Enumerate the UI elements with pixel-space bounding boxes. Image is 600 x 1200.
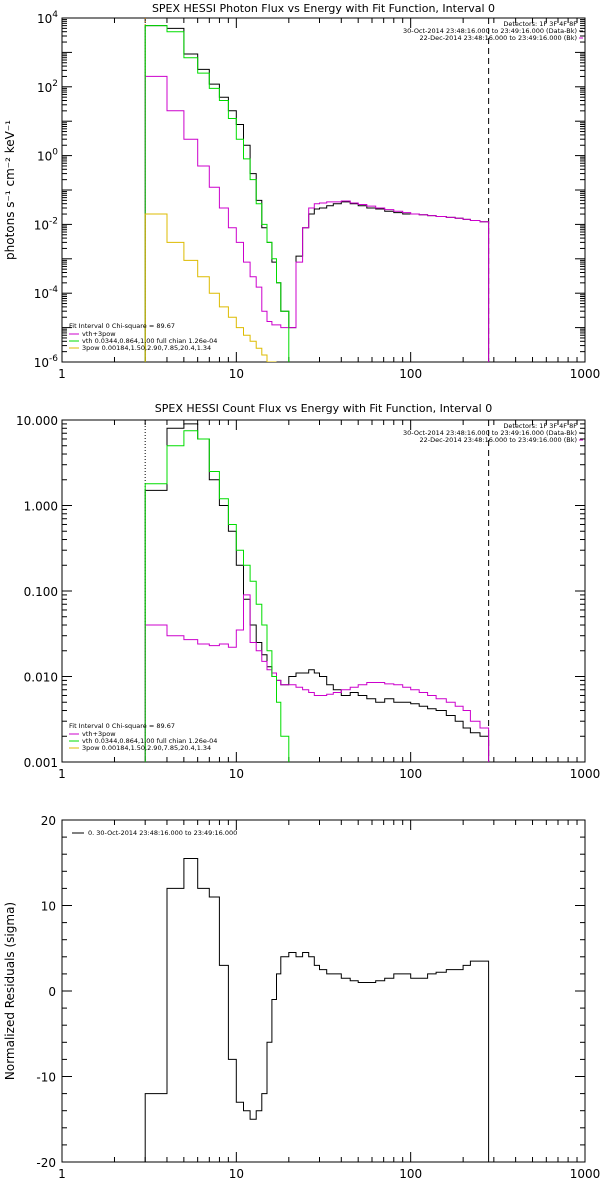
series-line-vth: [144, 25, 290, 362]
y-tick-label: 10.000: [16, 414, 58, 428]
y-tick-mantissa: 10: [37, 12, 52, 26]
x-tick-label: 10: [229, 367, 244, 381]
panel-2: SPEX HESSI Count Flux vs Energy with Fit…: [16, 402, 600, 781]
legend-entry: vth+3pow: [82, 330, 116, 338]
info-text: Detectors: 1F 3F 4F 8F: [503, 422, 577, 430]
panel-3: 1 10 100 1000 -20 -10 0 10 20 Normalized Residual…: [3, 814, 600, 1181]
y-tick-label: 10-6: [34, 354, 59, 370]
legend-entry: vth+3pow: [82, 730, 116, 738]
legend-entry: 3pow 0.00184,1.50,2.90,7.85,20.4,1.34: [82, 744, 211, 752]
series-line-3pow: [144, 213, 277, 362]
y-tick-mantissa: 10: [34, 287, 49, 301]
y-tick-mantissa: 10: [37, 150, 52, 164]
chart-title: SPEX HESSI Count Flux vs Energy with Fit…: [155, 402, 492, 415]
x-tick-label: 10: [229, 1167, 244, 1181]
y-tick-exponent: -6: [49, 354, 58, 364]
plot-frame: [61, 819, 586, 1163]
y-tick-label: 1.000: [24, 500, 58, 514]
series-line-Data-Bk: [144, 25, 490, 362]
data-area: [144, 18, 490, 362]
y-tick-label: 0.001: [24, 756, 58, 770]
series-line-residuals: [144, 858, 490, 1162]
y-tick-label: 10-2: [34, 216, 58, 232]
series-line-vth: [144, 430, 290, 762]
info-text: 30-Oct-2014 23:48:16.000 to 23:49:16.000…: [403, 27, 577, 35]
info-text: 30-Oct-2014 23:48:16.000 to 23:49:16.000…: [403, 429, 577, 437]
y-tick-label: 20: [41, 814, 56, 828]
series-line-vth+3pow: [144, 594, 490, 762]
y-tick-mantissa: 10: [34, 218, 49, 232]
series-line-Data-Bk: [144, 423, 490, 762]
y-tick-exponent: 0: [52, 148, 58, 158]
series-line-vth+3pow: [144, 75, 490, 362]
data-area: [144, 420, 490, 762]
info-text: 22-Dec-2014 23:48:16.000 to 23:49:16.000…: [420, 436, 578, 444]
y-axis-label: photons s⁻¹ cm⁻² keV⁻¹: [3, 120, 17, 260]
x-tick-label: 1: [58, 767, 66, 781]
y-tick-mantissa: 10: [37, 81, 52, 95]
data-area: [144, 858, 490, 1162]
x-tick-label: 1000: [570, 1167, 600, 1181]
x-tick-label: 100: [399, 767, 422, 781]
y-tick-label: 102: [37, 79, 58, 95]
legend-entry: 0. 30-Oct-2014 23:48:16.000 to 23:49:16.…: [88, 829, 237, 837]
y-tick-label: -20: [36, 1156, 56, 1170]
y-tick-label: -10: [36, 1071, 56, 1085]
panel-1: SPEX HESSI Photon Flux vs Energy with Fi…: [3, 2, 600, 381]
y-tick-label: 10-4: [34, 285, 59, 301]
plot-frame: [61, 419, 586, 763]
y-axis-label: Normalized Residuals (sigma): [3, 902, 17, 1080]
legend-entry: vth 0.0344,0.864,1.00 full chian 1.26e-0…: [82, 737, 217, 745]
y-tick-mantissa: 10: [34, 356, 49, 370]
x-tick-label: 1: [58, 367, 66, 381]
legend-header: Fit Interval 0 Chi-square = 89.67: [69, 722, 175, 730]
legend-entry: vth 0.0344,0.864,1.00 full chian 1.26e-0…: [82, 337, 217, 345]
y-tick-exponent: 2: [52, 79, 58, 89]
x-tick-label: 1000: [570, 367, 600, 381]
x-tick-label: 100: [399, 1167, 422, 1181]
legend-header: Fit Interval 0 Chi-square = 89.67: [69, 322, 175, 330]
y-tick-exponent: -4: [49, 285, 58, 295]
y-tick-label: 10: [41, 900, 56, 914]
y-tick-label: 0: [48, 985, 56, 999]
x-tick-label: 10: [229, 767, 244, 781]
y-tick-label: 0.010: [24, 671, 58, 685]
y-tick-label: 0.100: [24, 585, 58, 599]
x-tick-label: 1000: [570, 767, 600, 781]
info-text: Detectors: 1F 3F 4F 8F: [503, 20, 577, 28]
legend-entry: 3pow 0.00184,1.50,2.90,7.85,20.4,1.34: [82, 344, 211, 352]
y-tick-exponent: 4: [52, 10, 58, 20]
x-tick-label: 100: [399, 367, 422, 381]
y-tick-label: 100: [37, 148, 58, 164]
info-text: 22-Dec-2014 23:48:16.000 to 23:49:16.000…: [420, 34, 578, 42]
y-tick-label: 104: [37, 10, 58, 26]
chart-title: SPEX HESSI Photon Flux vs Energy with Fi…: [152, 2, 495, 15]
x-tick-label: 1: [58, 1167, 66, 1181]
y-tick-exponent: -2: [49, 216, 58, 226]
plot-frame: [61, 17, 586, 363]
